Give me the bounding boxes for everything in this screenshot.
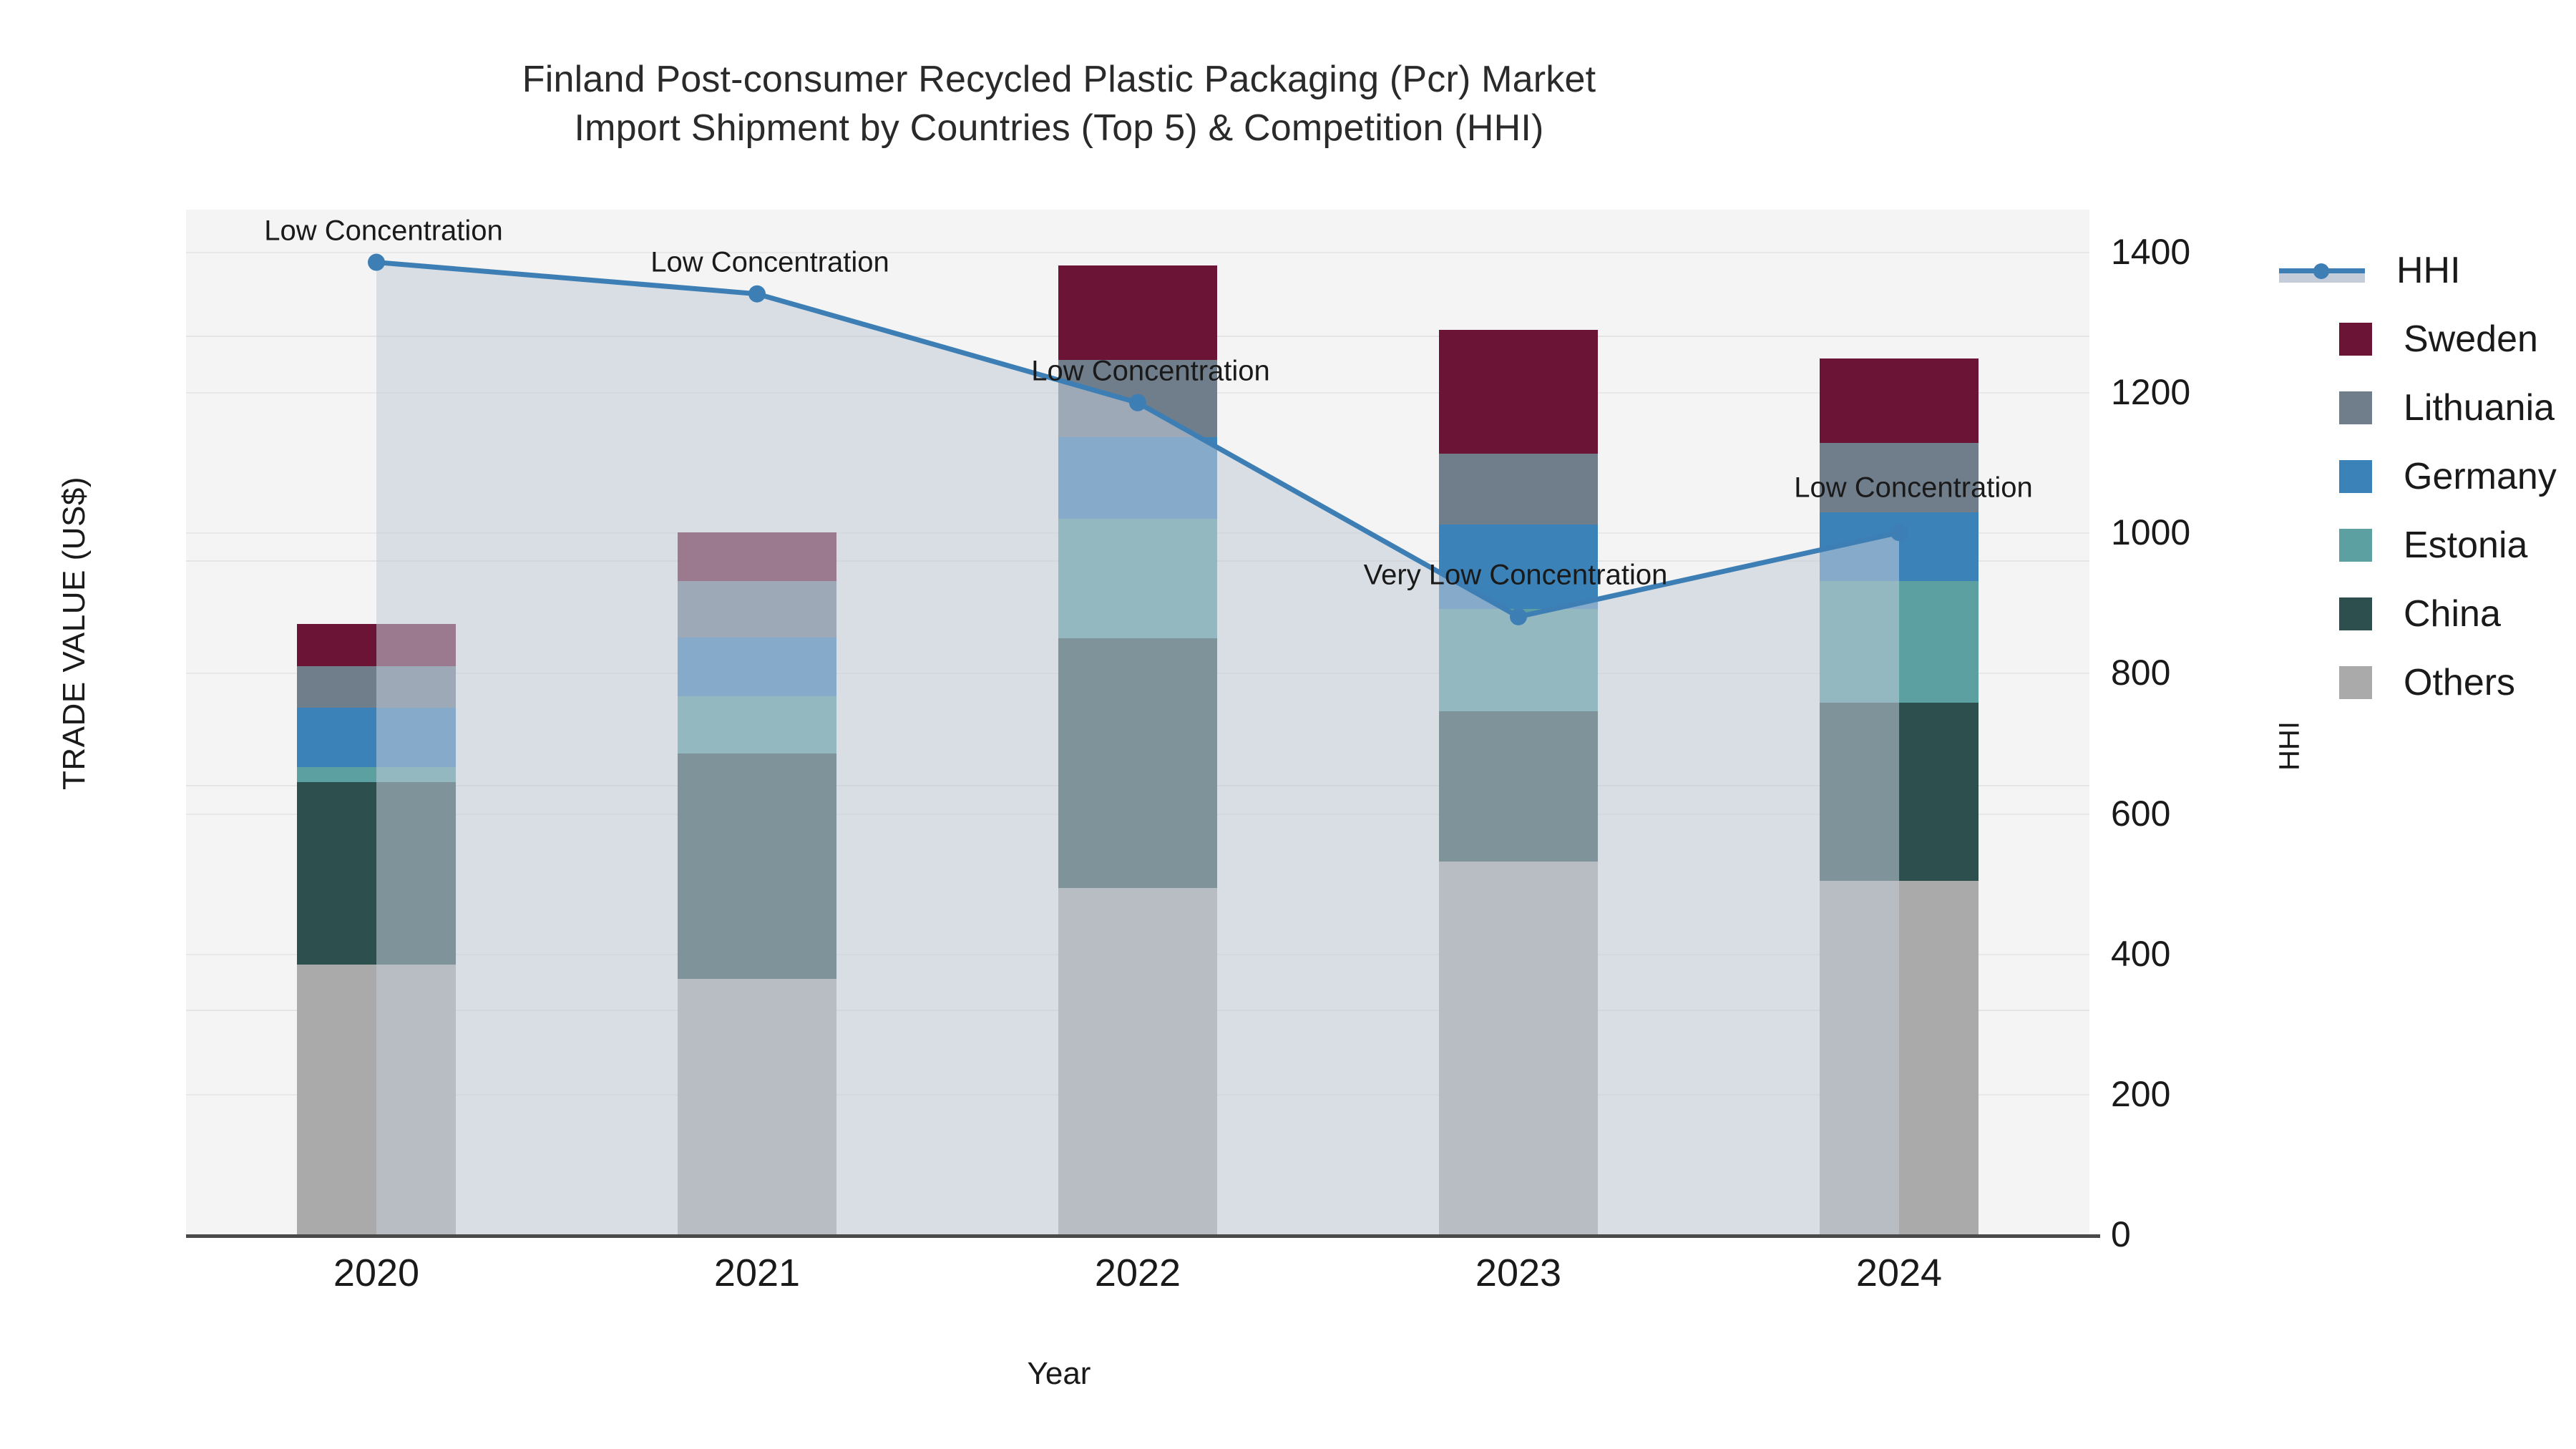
legend-item-estonia[interactable]: Estonia <box>2279 511 2565 580</box>
legend-item-hhi[interactable]: HHI <box>2279 236 2565 305</box>
y-axis-right-tick: 0 <box>2111 1214 2131 1254</box>
legend-label: Sweden <box>2404 318 2538 360</box>
hhi-annotation: Low Concentration <box>650 246 889 278</box>
bar-segment-sweden[interactable] <box>297 623 456 667</box>
bar-segment-china[interactable] <box>1058 638 1217 888</box>
legend-label: Lithuania <box>2404 387 2555 429</box>
legend-label: Germany <box>2404 456 2557 497</box>
y-axis-right-tick: 600 <box>2111 793 2171 834</box>
bar-segment-lithuania[interactable] <box>1439 454 1598 525</box>
bar-stack[interactable] <box>1820 210 1979 1234</box>
legend-label: Others <box>2404 662 2516 703</box>
bar-segment-estonia[interactable] <box>297 767 456 782</box>
y-axis-right-tick: 1000 <box>2111 512 2191 553</box>
bar-segment-lithuania[interactable] <box>297 666 456 708</box>
bar-segment-others[interactable] <box>1820 880 1979 1234</box>
bar-segment-others[interactable] <box>678 978 836 1234</box>
x-axis-tick: 2022 <box>1094 1252 1181 1294</box>
bar-segment-others[interactable] <box>1058 887 1217 1234</box>
y-axis-right-tick: 1200 <box>2111 372 2191 412</box>
y-axis-right-tick: 400 <box>2111 933 2171 974</box>
legend-swatch-others <box>2339 666 2372 699</box>
bar-segment-others[interactable] <box>1439 862 1598 1234</box>
gridline-right <box>186 251 2089 253</box>
x-axis-tick: 2021 <box>713 1252 801 1294</box>
x-axis-tick: 2024 <box>1855 1252 1943 1294</box>
legend-line-marker <box>2313 263 2329 279</box>
bar-segment-estonia[interactable] <box>1439 608 1598 711</box>
bar-segment-estonia[interactable] <box>1058 519 1217 639</box>
bar-segment-sweden[interactable] <box>1058 265 1217 360</box>
bar-stack[interactable] <box>1439 210 1598 1234</box>
bar-segment-estonia[interactable] <box>678 696 836 753</box>
hhi-annotation: Low Concentration <box>1031 355 1270 387</box>
chart-title-line-2: Import Shipment by Countries (Top 5) & C… <box>574 107 1544 149</box>
bar-segment-sweden[interactable] <box>1439 329 1598 454</box>
bar-stack[interactable] <box>678 210 836 1234</box>
legend-item-germany[interactable]: Germany <box>2279 442 2565 511</box>
hhi-annotation: Low Concentration <box>264 215 503 247</box>
legend-swatch-lithuania <box>2339 391 2372 424</box>
legend-swatch-china <box>2339 597 2372 630</box>
bar-segment-sweden[interactable] <box>1820 358 1979 443</box>
bar-segment-germany[interactable] <box>1058 437 1217 519</box>
bar-segment-china[interactable] <box>1439 711 1598 862</box>
legend-line-icon <box>2279 254 2365 287</box>
bar-segment-china[interactable] <box>297 781 456 965</box>
legend-label: Estonia <box>2404 525 2528 566</box>
legend-swatch-germany <box>2339 460 2372 493</box>
chart-title-line-1: Finland Post-consumer Recycled Plastic P… <box>522 59 1596 100</box>
bar-segment-china[interactable] <box>1820 703 1979 881</box>
legend-swatch-estonia <box>2339 529 2372 562</box>
bar-segment-china[interactable] <box>678 753 836 979</box>
bar-stack[interactable] <box>297 210 456 1234</box>
y-axis-right-tick: 200 <box>2111 1073 2171 1114</box>
legend: HHI Sweden Lithuania Germany Estonia China Oth… <box>2279 236 2565 717</box>
y-axis-right-tick: 800 <box>2111 653 2171 693</box>
bar-segment-germany[interactable] <box>1820 512 1979 582</box>
x-axis-tick: 2020 <box>333 1252 420 1294</box>
legend-item-sweden[interactable]: Sweden <box>2279 305 2565 374</box>
legend-item-lithuania[interactable]: Lithuania <box>2279 374 2565 442</box>
legend-label: HHI <box>2396 250 2461 291</box>
bar-segment-sweden[interactable] <box>678 532 836 582</box>
chart-title: Finland Post-consumer Recycled Plastic P… <box>0 56 2118 152</box>
legend-swatch-sweden <box>2339 323 2372 356</box>
y-axis-left-label: TRADE VALUE (US$) <box>57 477 92 790</box>
hhi-annotation: Low Concentration <box>1794 472 2033 504</box>
hhi-annotation: Very Low Concentration <box>1363 559 1668 591</box>
bar-segment-estonia[interactable] <box>1820 581 1979 703</box>
bar-segment-others[interactable] <box>297 964 456 1234</box>
legend-item-china[interactable]: China <box>2279 580 2565 648</box>
x-axis-tick: 2023 <box>1475 1252 1562 1294</box>
x-axis-baseline <box>186 1234 2100 1238</box>
y-axis-right-tick: 1400 <box>2111 231 2191 272</box>
x-axis-label: Year <box>1027 1356 1091 1391</box>
legend-label: China <box>2404 593 2501 635</box>
legend-item-others[interactable]: Others <box>2279 648 2565 717</box>
bar-segment-lithuania[interactable] <box>678 581 836 638</box>
bar-segment-germany[interactable] <box>297 708 456 768</box>
bar-segment-germany[interactable] <box>678 637 836 697</box>
